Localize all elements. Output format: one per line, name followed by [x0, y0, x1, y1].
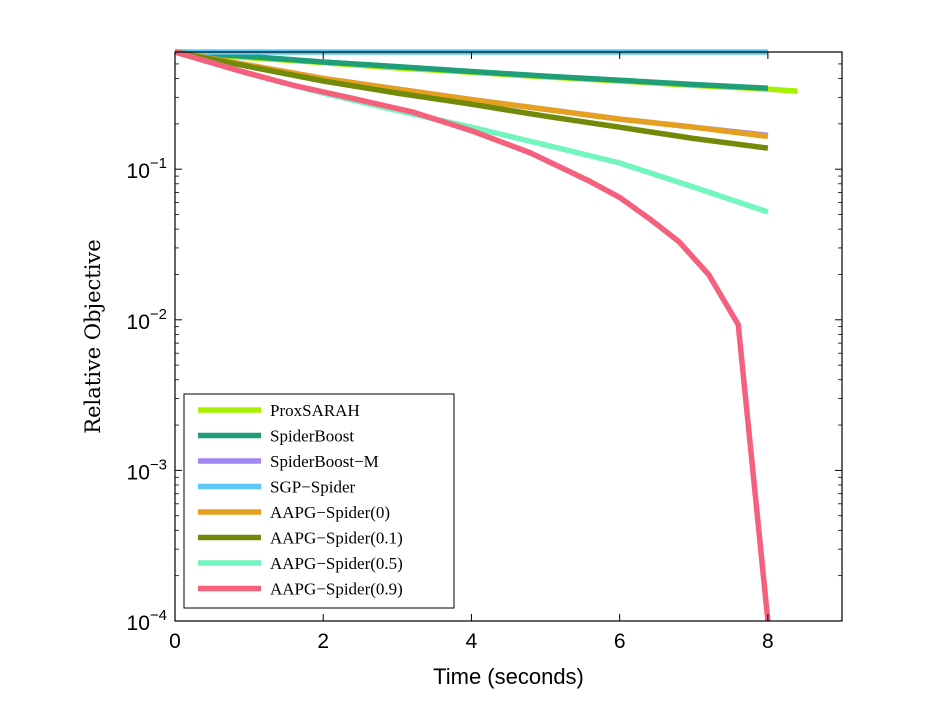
- legend-entry-label: AAPG−Spider(0.9): [270, 580, 403, 599]
- y-tick-label: 10−4: [127, 607, 167, 635]
- legend-entry-label: SpiderBoost−M: [270, 452, 379, 471]
- x-axis-label: Time (seconds): [433, 664, 584, 689]
- y-tick-label: 10−1: [127, 155, 167, 183]
- series-line-spiderboost-m: [174, 49, 769, 139]
- legend-entry-label: SGP−Spider: [270, 478, 355, 497]
- legend-entry-label: SpiderBoost: [270, 427, 354, 446]
- x-tick-label: 0: [169, 630, 181, 653]
- ticks-layer: 0 2 4 6 8 10−1 10−2 10−3 10−4: [127, 52, 842, 653]
- y-tick-label: 10−2: [127, 306, 167, 334]
- x-tick-label: 8: [762, 630, 774, 653]
- y-tick-label: 10−3: [127, 456, 167, 484]
- series-line-aapg-spider-0-9: [174, 49, 771, 622]
- y-axis-label: Relative Objective: [81, 239, 105, 433]
- legend-box: [183, 393, 455, 609]
- legend-entry-label: ProxSARAH: [270, 401, 360, 420]
- x-tick-label: 4: [466, 630, 478, 653]
- legend: ProxSARAH SpiderBoost SpiderBoost−M SGP−Spi…: [183, 393, 455, 609]
- x-tick-label: 6: [614, 630, 626, 653]
- legend-entry-label: AAPG−Spider(0.1): [270, 529, 403, 548]
- legend-entry-label: AAPG−Spider(0): [270, 503, 390, 522]
- series-line-aapg-spider-0: [174, 49, 769, 140]
- legend-entry-label: AAPG−Spider(0.5): [270, 554, 403, 573]
- series-line-aapg-spider-0-1: [174, 49, 769, 151]
- axes-box: [174, 51, 843, 622]
- series-line-spiderboost: [174, 49, 769, 91]
- x-tick-label: 2: [317, 630, 329, 653]
